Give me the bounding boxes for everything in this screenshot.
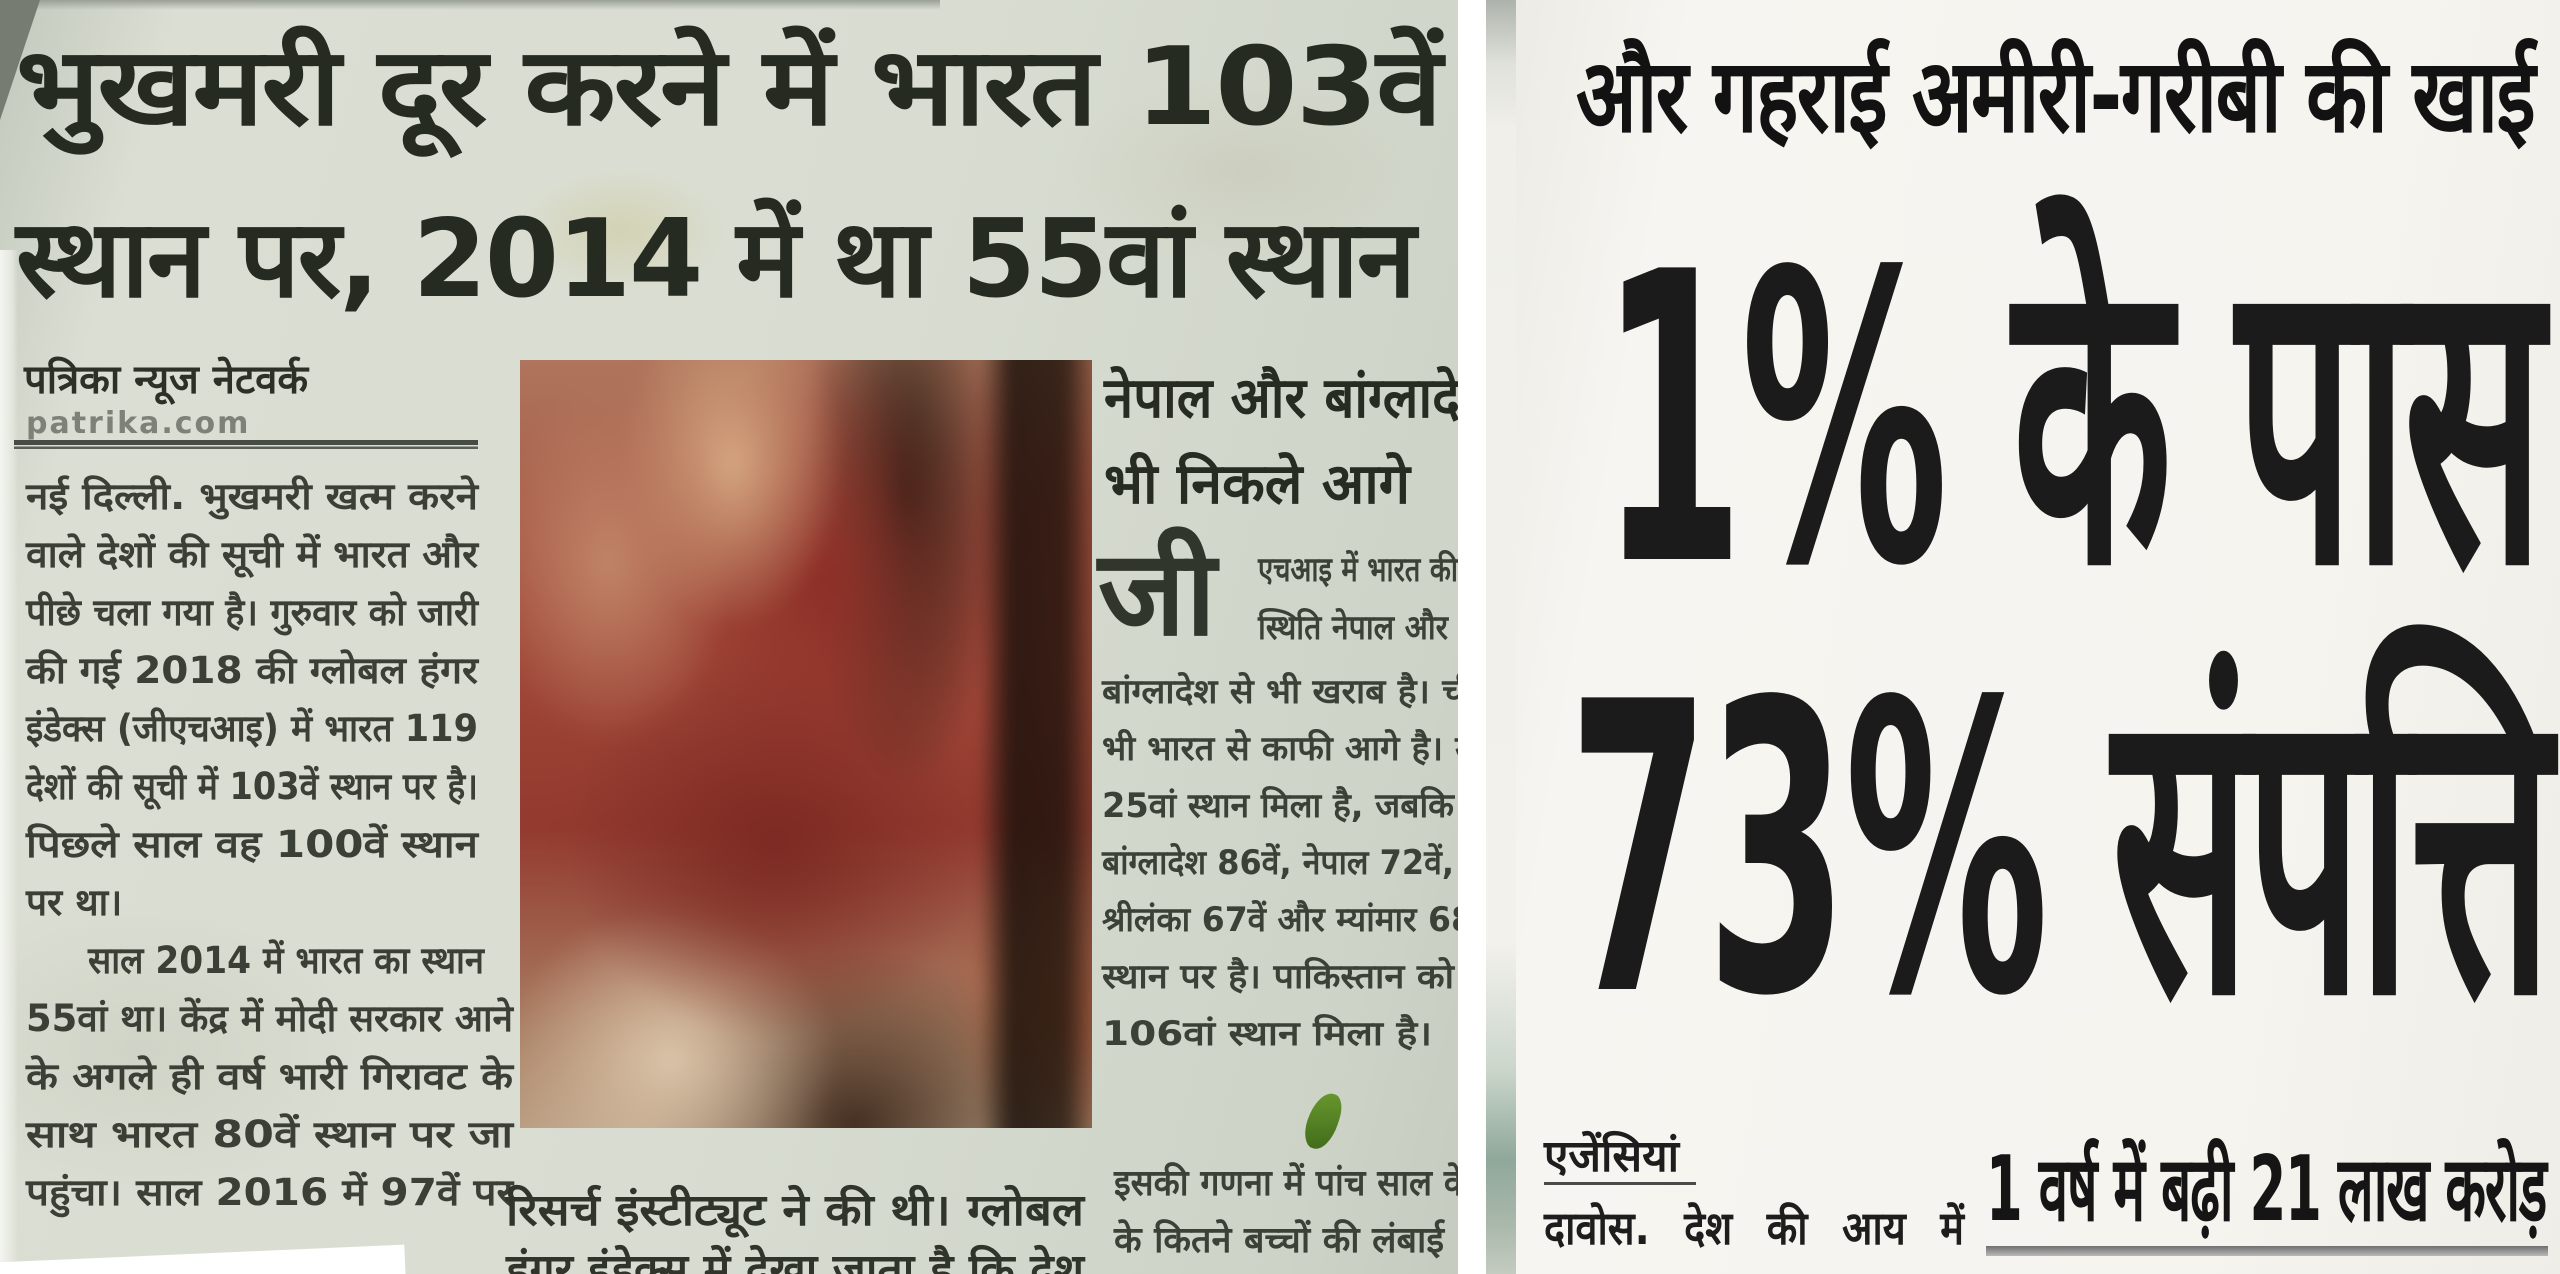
left-headline-line2: स्थान पर, 2014 में था 55वां स्थान	[16, 197, 1416, 322]
photo-caption-line2: हंगर इंडेक्स में देखा जाता है कि देश	[506, 1245, 1084, 1274]
article-photo-blur	[520, 360, 1092, 1128]
body-line: पीछे चला गया है। गुरुवार को जारी	[26, 591, 478, 634]
body-line: के अगले ही वर्ष भारी गिरावट के	[26, 1055, 513, 1098]
paper-left-edge	[0, 250, 18, 1274]
col3-subhead-line1: नेपाल और बांग्लादे	[1104, 366, 1460, 431]
col3-line: एचआइ में भारत की	[1258, 550, 1458, 590]
col3-subhead-line2: भी निकले आगे	[1104, 452, 1410, 517]
wealth-line2: 73% संपत्ति	[1568, 619, 2552, 1084]
col3-footer-line2: के कितने बच्चों की लंबाई	[1114, 1220, 1444, 1261]
right-headline: और गहराई अमीरी-गरीबी की खाई	[1576, 37, 2536, 156]
body-line: 55वां था। केंद्र में मोदी सरकार आने	[26, 997, 513, 1040]
col3-footer-line1: इसकी गणना में पांच साल के	[1114, 1163, 1462, 1204]
body-line: वाले देशों की सूची में भारत और	[26, 533, 478, 576]
agency-label: एजेंसियां	[1544, 1131, 1680, 1182]
article-photo	[520, 360, 1092, 1128]
col3-line: स्थान पर है। पाकिस्तान को	[1102, 957, 1454, 997]
left-article: भुखमरी दूर करने में भारत 103वें स्थान पर…	[0, 0, 1462, 1274]
byline-rule	[14, 440, 478, 449]
photo-caption-line1: रिसर्च इंस्टीट्यूट ने की थी। ग्लोबल	[506, 1185, 1084, 1236]
subheadline-rule	[1986, 1246, 2548, 1256]
byline: पत्रिका न्यूज नेटवर्क	[24, 357, 309, 403]
body-line: देशों की सूची में 103वें स्थान पर है।	[26, 765, 478, 808]
body-line: पर था।	[26, 881, 123, 924]
col3-line: 25वां स्थान मिला है, जबकि	[1102, 786, 1454, 826]
dropcap: जी	[1098, 524, 1217, 662]
col3-line: बांग्लादेश 86वें, नेपाल 72वें,	[1102, 843, 1454, 883]
body-line: साल 2014 में भारत का स्थान	[88, 939, 484, 982]
body-line: पिछले साल वह 100वें स्थान	[26, 823, 478, 866]
right-subheadline: 1 वर्ष में बढ़ी 21 लाख करोड़	[1986, 1137, 2547, 1242]
body-line: साथ भारत 80वें स्थान पर जा	[26, 1113, 513, 1156]
paper-top-edge	[0, 0, 940, 10]
right-paper-edge	[1486, 0, 1516, 1274]
col3-line: स्थिति नेपाल और	[1258, 608, 1448, 648]
agency-rule	[1544, 1182, 1696, 1185]
col3-line: बांग्लादेश से भी खराब है। ची	[1102, 672, 1462, 712]
body-line: पहुंचा। साल 2016 में 97वें पर	[26, 1171, 513, 1214]
left-headline-line1: भुखमरी दूर करने में भारत 103वें	[16, 25, 1442, 150]
body-line: नई दिल्ली. भुखमरी खत्म करने	[26, 475, 478, 518]
source-url: patrika.com	[26, 406, 251, 441]
col3-line: श्रीलंका 67वें और म्यांमार 68	[1102, 900, 1462, 940]
body-line: की गई 2018 की ग्लोबल हंगर	[26, 649, 478, 692]
col3-line: 106वां स्थान मिला है।	[1102, 1014, 1432, 1054]
wealth-line1: 1% के पास	[1600, 189, 2544, 654]
body-line: इंडेक्स (जीएचआइ) में भारत 119	[26, 707, 478, 750]
col3-line: भी भारत से काफी आगे है। उ	[1102, 729, 1462, 769]
right-article: और गहराई अमीरी-गरीबी की खाई 1% के पास 73…	[1516, 0, 2560, 1274]
dateline: दावोस. देश की आय में	[1544, 1201, 1964, 1255]
